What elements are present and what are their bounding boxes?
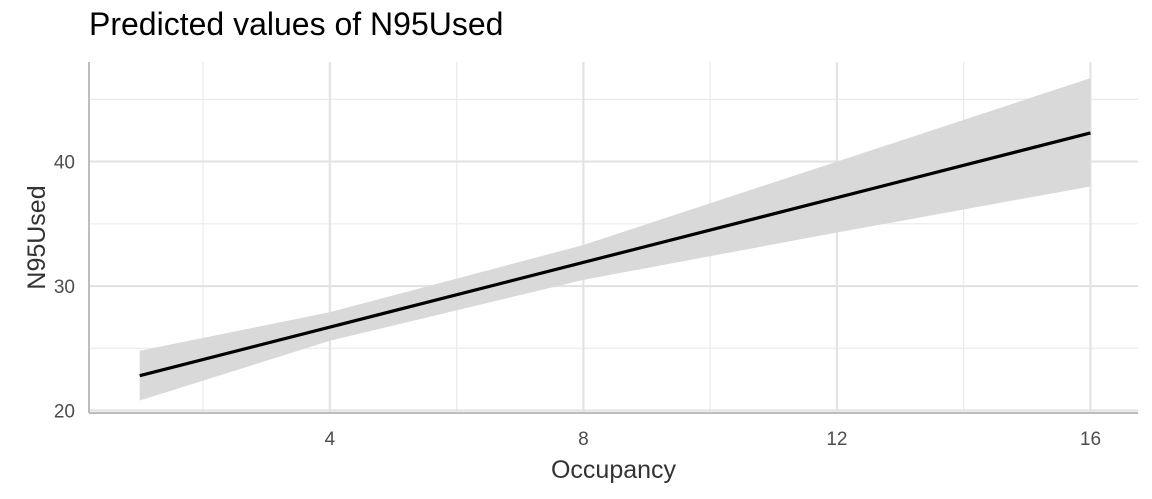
y-tick-label-20: 20 bbox=[54, 402, 75, 423]
prediction-line bbox=[139, 131, 1091, 378]
x-axis-title: Occupancy bbox=[551, 456, 677, 484]
y-axis-ticks: 20 30 40 bbox=[54, 153, 75, 423]
confidence-band bbox=[139, 78, 1091, 401]
major-gridlines bbox=[89, 62, 1138, 413]
chart-title: Predicted values of N95Used bbox=[89, 6, 504, 42]
prediction-line-layer bbox=[139, 131, 1091, 378]
y-axis-title: N95Used bbox=[23, 185, 51, 289]
y-tick-label-40: 40 bbox=[54, 153, 75, 174]
x-tick-label-8: 8 bbox=[578, 429, 589, 450]
x-tick-label-12: 12 bbox=[826, 429, 847, 450]
x-axis-ticks: 4 8 12 16 bbox=[325, 429, 1101, 450]
x-tick-label-16: 16 bbox=[1080, 429, 1101, 450]
x-tick-label-4: 4 bbox=[325, 429, 336, 450]
y-tick-label-30: 30 bbox=[54, 277, 75, 298]
confidence-band-layer bbox=[139, 78, 1091, 401]
